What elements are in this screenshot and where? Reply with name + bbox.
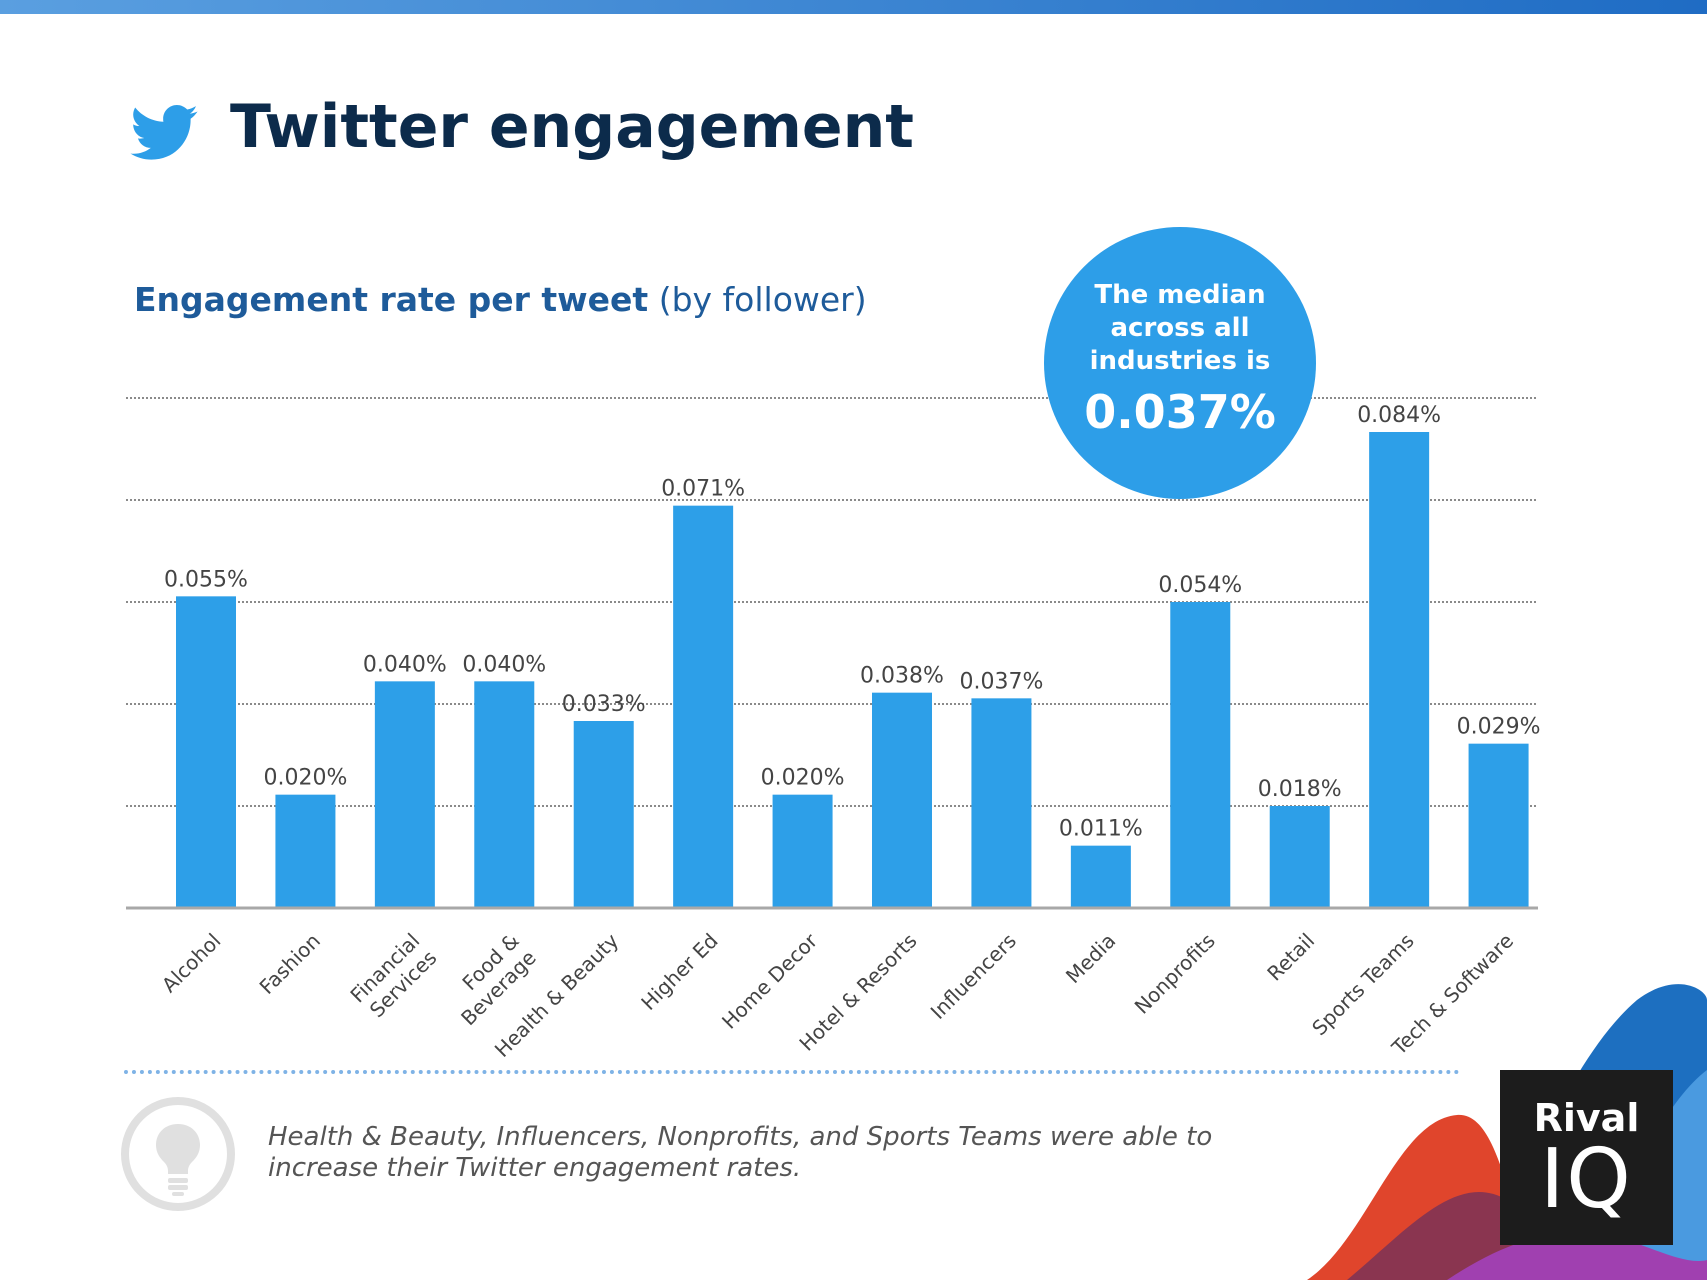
value-label-10: 0.054% <box>1158 573 1242 598</box>
rival-iq-logo: Rival IQ <box>1500 1070 1673 1245</box>
category-label-5: Higher Ed <box>636 929 722 1015</box>
bar-2 <box>374 681 435 908</box>
category-label-line: Higher Ed <box>636 929 722 1015</box>
value-label-11: 0.018% <box>1258 777 1342 802</box>
bar-8 <box>971 698 1032 908</box>
value-label-0: 0.055% <box>164 567 248 592</box>
category-label-2: FinancialServices <box>345 929 441 1025</box>
bar-chart: 0.055% Alcohol 0.020% Fashion 0.040% Financia… <box>126 397 1541 1060</box>
bar-9 <box>1070 845 1131 908</box>
category-label-6: Home Decor <box>717 928 823 1034</box>
category-label-line: Nonprofits <box>1130 929 1220 1019</box>
median-callout: The median across all industries is 0.03… <box>1044 227 1316 499</box>
bar-10 <box>1170 602 1231 908</box>
value-label-7: 0.038% <box>860 664 944 689</box>
category-label-line: Media <box>1061 929 1120 988</box>
bar-0 <box>176 596 236 908</box>
category-label-10: Nonprofits <box>1130 929 1220 1019</box>
chart-title: Engagement rate per tweet <box>134 280 649 319</box>
value-label-12: 0.084% <box>1357 403 1441 428</box>
category-label-0: Alcohol <box>157 929 226 998</box>
category-label-line: Influencers <box>926 929 1021 1024</box>
footer-note: Health & Beauty, Influencers, Nonprofits… <box>268 1122 1213 1183</box>
median-callout-text: The median across all industries is <box>1089 280 1271 376</box>
category-label-line: Home Decor <box>717 928 823 1034</box>
value-label-1: 0.020% <box>263 766 347 791</box>
value-label-3: 0.040% <box>462 652 546 677</box>
twitter-bird-icon <box>130 105 198 160</box>
category-label-line: Alcohol <box>157 929 226 998</box>
chart-subtitle: Engagement rate per tweet (by follower) <box>134 280 867 319</box>
bar-12 <box>1369 432 1430 908</box>
value-label-4: 0.033% <box>562 692 646 717</box>
category-label-9: Media <box>1061 929 1120 988</box>
value-label-13: 0.029% <box>1457 715 1541 740</box>
value-label-5: 0.071% <box>661 477 745 502</box>
page-title: Twitter engagement <box>230 92 914 162</box>
median-callout-value: 0.037% <box>1084 385 1276 439</box>
category-label-line: Fashion <box>255 929 325 999</box>
logo-word-iq: IQ <box>1540 1132 1633 1227</box>
bar-11 <box>1269 806 1330 908</box>
category-label-8: Influencers <box>926 929 1021 1024</box>
bar-7 <box>872 692 932 908</box>
value-label-8: 0.037% <box>959 669 1043 694</box>
logo-word-rival: Rival <box>1533 1096 1640 1140</box>
lightbulb-icon <box>121 1097 235 1211</box>
bar-5 <box>673 505 734 908</box>
bar-6 <box>772 794 833 908</box>
value-label-9: 0.011% <box>1059 817 1143 842</box>
bar-13 <box>1468 743 1529 908</box>
category-label-1: Fashion <box>255 929 325 999</box>
top-accent-bar <box>0 0 1707 14</box>
chart-title-suffix: (by follower) <box>658 280 867 319</box>
footer-divider <box>124 1070 1460 1074</box>
bar-4 <box>573 721 634 908</box>
bar-1 <box>275 794 336 908</box>
value-label-6: 0.020% <box>761 766 845 791</box>
bar-3 <box>474 681 535 908</box>
value-label-2: 0.040% <box>363 652 447 677</box>
